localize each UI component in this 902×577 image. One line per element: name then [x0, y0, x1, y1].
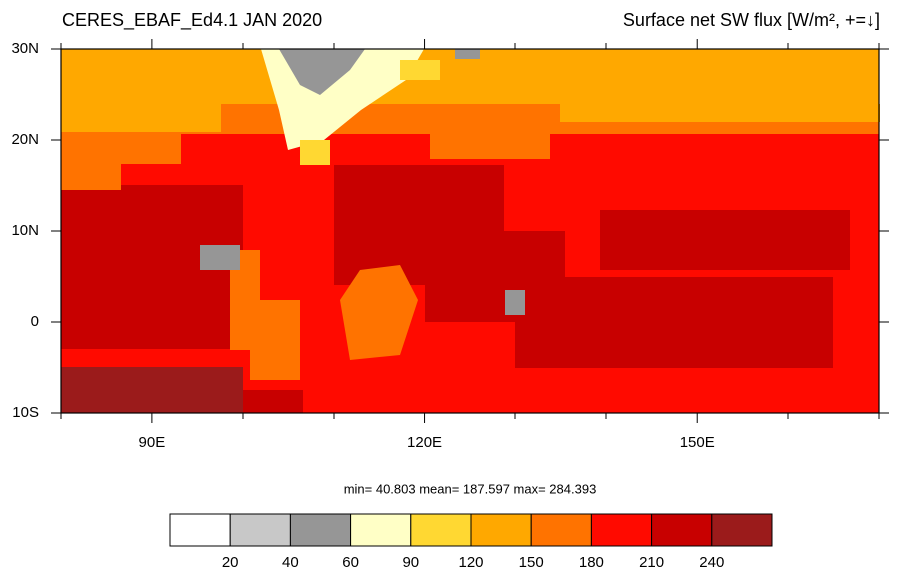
colorbar-label: 180	[579, 554, 604, 571]
x-tick-label: 90E	[139, 434, 166, 451]
y-tick-label: 10N	[11, 222, 39, 239]
colorbar-box	[169, 513, 231, 547]
colorbar-box	[470, 513, 532, 547]
y-tick-label: 30N	[11, 40, 39, 57]
colorbar-box	[289, 513, 352, 547]
colorbar-label: 210	[639, 554, 664, 571]
stats: min= 40.803 mean= 187.597 max= 284.393	[344, 481, 597, 496]
x-tick-label: 120E	[407, 434, 442, 451]
colorbar-label: 150	[519, 554, 544, 571]
colorbar-label: 90	[402, 554, 419, 571]
y-tick-label: 10S	[12, 404, 39, 421]
x-tick-label: 150E	[680, 434, 715, 451]
colorbar-label: 20	[222, 554, 239, 571]
y-tick-label: 0	[31, 313, 39, 330]
colorbar-box	[350, 513, 412, 547]
y-tick-label: 20N	[11, 131, 39, 148]
colorbar-label: 60	[342, 554, 359, 571]
colorbar-box	[711, 513, 773, 547]
colorbar-label: 240	[699, 554, 724, 571]
colorbar-label: 120	[458, 554, 483, 571]
title-left: CERES_EBAF_Ed4.1 JAN 2020	[62, 10, 322, 31]
colorbar-box	[590, 513, 653, 547]
colorbar-box	[651, 513, 713, 547]
title-right: Surface net SW flux [W/m², +=↓]	[623, 10, 880, 30]
colorbar-label: 40	[282, 554, 299, 571]
colorbar-box	[229, 513, 291, 547]
map-field	[61, 49, 880, 413]
colorbar-box	[530, 513, 592, 547]
minor-ticks	[60, 43, 880, 419]
colorbar-box	[410, 513, 472, 547]
